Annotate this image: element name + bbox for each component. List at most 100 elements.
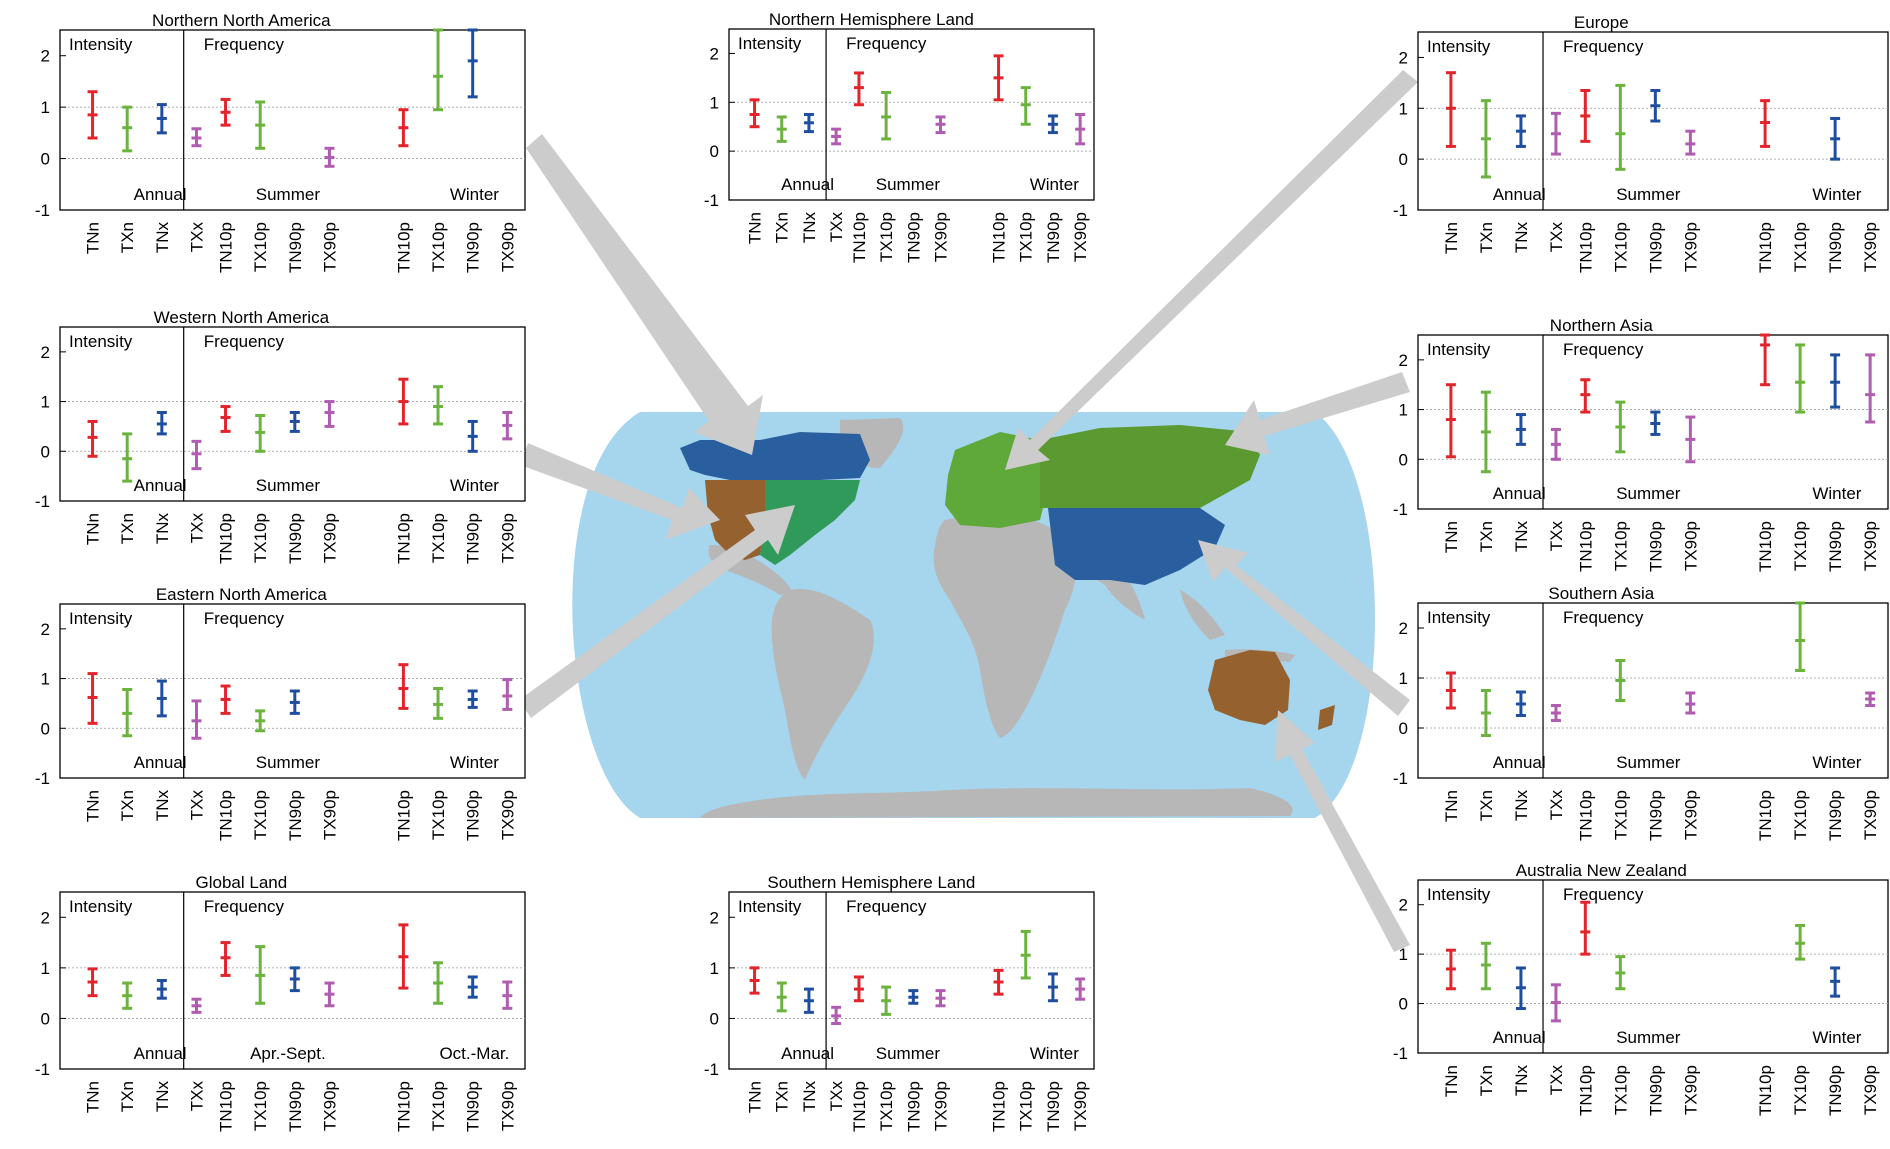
x-tick-label: TNx <box>153 222 172 254</box>
x-tick-label: TX90p <box>320 790 339 840</box>
panel-frame <box>1417 602 1889 779</box>
x-tick-label: TNn <box>84 790 103 822</box>
x-tick-label: TNx <box>1512 222 1531 254</box>
error-bar <box>993 968 1004 996</box>
error-bar <box>289 966 300 993</box>
season-label: Winter <box>1030 175 1079 194</box>
x-tick-label: TN10p <box>394 790 413 841</box>
error-bar <box>1760 99 1771 148</box>
season-label: Summer <box>876 1044 941 1063</box>
error-bar <box>776 115 787 143</box>
error-bar <box>1580 378 1591 414</box>
error-bar <box>220 684 231 715</box>
x-tick-label: TX90p <box>1861 1065 1880 1115</box>
error-bar <box>1830 353 1841 409</box>
error-bar <box>881 985 892 1016</box>
y-tick-label: 1 <box>41 670 50 689</box>
x-tick-label: TNx <box>1512 521 1531 553</box>
error-bar <box>156 679 167 718</box>
x-tick-label: TX10p <box>1611 1065 1630 1115</box>
error-bar <box>1795 923 1806 961</box>
y-tick-label: 0 <box>1399 450 1408 469</box>
error-bar <box>1685 415 1696 464</box>
arrow-western-north-america <box>520 443 720 540</box>
y-tick-label: 0 <box>1399 995 1408 1014</box>
error-bar <box>1650 410 1661 436</box>
error-bar <box>1685 691 1696 715</box>
x-tick-label: TX90p <box>932 1081 951 1131</box>
y-tick-label: 0 <box>1399 719 1408 738</box>
panel-frame <box>59 891 526 1070</box>
season-label: Winter <box>450 753 499 772</box>
africa <box>933 515 1076 738</box>
x-tick-label: TN90p <box>1646 790 1665 841</box>
error-bar <box>122 981 133 1010</box>
x-tick-label: TX10p <box>1611 790 1630 840</box>
error-bar <box>1865 353 1876 424</box>
x-tick-label: TNx <box>1512 1065 1531 1097</box>
y-tick-label: 0 <box>710 1009 719 1028</box>
region-southern-asia <box>1048 508 1225 585</box>
error-bar <box>220 941 231 977</box>
x-tick-label: TNn <box>1442 521 1461 553</box>
error-bar <box>831 1005 842 1025</box>
x-tick-label: TN10p <box>850 212 869 263</box>
x-tick-label: TN10p <box>217 513 236 564</box>
error-bar <box>1047 114 1058 135</box>
error-bar <box>398 923 409 990</box>
x-tick-label: TNx <box>153 790 172 822</box>
error-bar <box>156 979 167 1000</box>
error-bar <box>289 689 300 715</box>
x-tick-label: TN90p <box>286 790 305 841</box>
x-tick-label: TX90p <box>1681 521 1700 571</box>
x-tick-label: TX90p <box>1071 1081 1090 1131</box>
x-tick-label: TNn <box>746 1081 765 1113</box>
intensity-heading: Intensity <box>738 897 802 916</box>
error-bar <box>1445 948 1456 991</box>
error-bar <box>749 98 760 129</box>
x-tick-label: TX10p <box>1611 521 1630 571</box>
error-bar <box>776 981 787 1013</box>
season-label: Summer <box>256 476 321 495</box>
frequency-heading: Frequency <box>1563 37 1644 56</box>
error-bar <box>1480 941 1491 991</box>
error-bar <box>87 672 98 725</box>
season-label: Summer <box>1616 484 1681 503</box>
panel-3: Western North America -1 0 1 2 Intensity Frequ… <box>35 308 526 564</box>
x-tick-label: TN90p <box>1826 1065 1845 1116</box>
error-bar <box>467 975 478 999</box>
panel-frame <box>1417 879 1889 1054</box>
x-tick-label: TX10p <box>1017 212 1036 262</box>
x-tick-label: TXx <box>1547 222 1566 253</box>
error-bar <box>502 678 513 711</box>
panel-0: Northern North America -1 0 1 2 Intensity Freq… <box>35 11 526 273</box>
panel-title: Northern North America <box>152 11 331 30</box>
error-bar <box>220 405 231 433</box>
antarctica <box>700 788 1293 818</box>
error-bar <box>1685 129 1696 156</box>
frequency-heading: Frequency <box>1563 608 1644 627</box>
error-bar <box>853 71 864 107</box>
season-label: Winter <box>1030 1044 1079 1063</box>
x-tick-label: TX90p <box>1681 1065 1700 1115</box>
error-bar <box>1075 113 1086 146</box>
x-tick-label: TX10p <box>877 212 896 262</box>
error-bar <box>1580 88 1591 143</box>
season-label: Annual <box>134 1044 187 1063</box>
x-tick-label: TXx <box>1547 521 1566 552</box>
error-bar <box>1480 99 1491 179</box>
error-bar <box>1615 400 1626 454</box>
panel-frame <box>59 29 526 211</box>
y-tick-label: 2 <box>710 44 719 63</box>
x-tick-label: TX10p <box>251 513 270 563</box>
x-tick-label: TXx <box>827 1081 846 1112</box>
season-label: Annual <box>1493 185 1546 204</box>
x-tick-label: TX90p <box>1681 790 1700 840</box>
x-tick-label: TN90p <box>1044 212 1063 263</box>
error-bar <box>467 28 478 99</box>
x-tick-label: TX10p <box>251 790 270 840</box>
x-tick-label: TN10p <box>1576 790 1595 841</box>
x-tick-label: TX10p <box>1017 1081 1036 1131</box>
season-label: Annual <box>781 1044 834 1063</box>
intensity-heading: Intensity <box>1427 340 1491 359</box>
